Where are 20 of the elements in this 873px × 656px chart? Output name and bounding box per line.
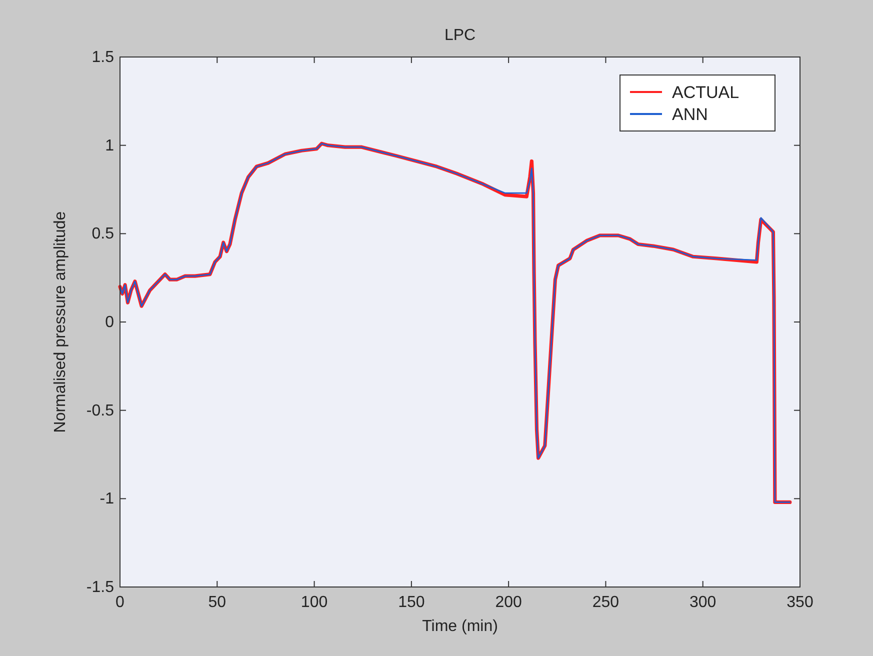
legend-label: ACTUAL xyxy=(672,83,740,102)
y-axis-title: Normalised pressure amplitude xyxy=(52,211,69,433)
y-tick-label: -0.5 xyxy=(86,402,114,420)
x-tick-label: 150 xyxy=(398,594,425,611)
x-tick-label: 0 xyxy=(116,594,125,611)
y-tick-label: -1.5 xyxy=(86,579,114,596)
y-tick-label: 1.5 xyxy=(92,49,114,66)
x-tick-label: 300 xyxy=(690,594,716,611)
x-tick-label: 200 xyxy=(495,594,522,611)
x-tick-label: 100 xyxy=(300,594,328,611)
y-tick-label: 1 xyxy=(105,137,114,154)
x-tick-label: 250 xyxy=(592,594,620,611)
y-tick-label: 0 xyxy=(105,314,114,331)
x-tick-label: 350 xyxy=(786,594,814,611)
chart-title: LPC xyxy=(444,27,476,44)
y-tick-label: -1 xyxy=(100,490,114,508)
x-axis-title: Time (min) xyxy=(422,618,498,635)
legend-label: ANN xyxy=(672,105,708,124)
y-tick-label: 0.5 xyxy=(92,226,114,243)
x-tick-label: 50 xyxy=(208,594,226,611)
